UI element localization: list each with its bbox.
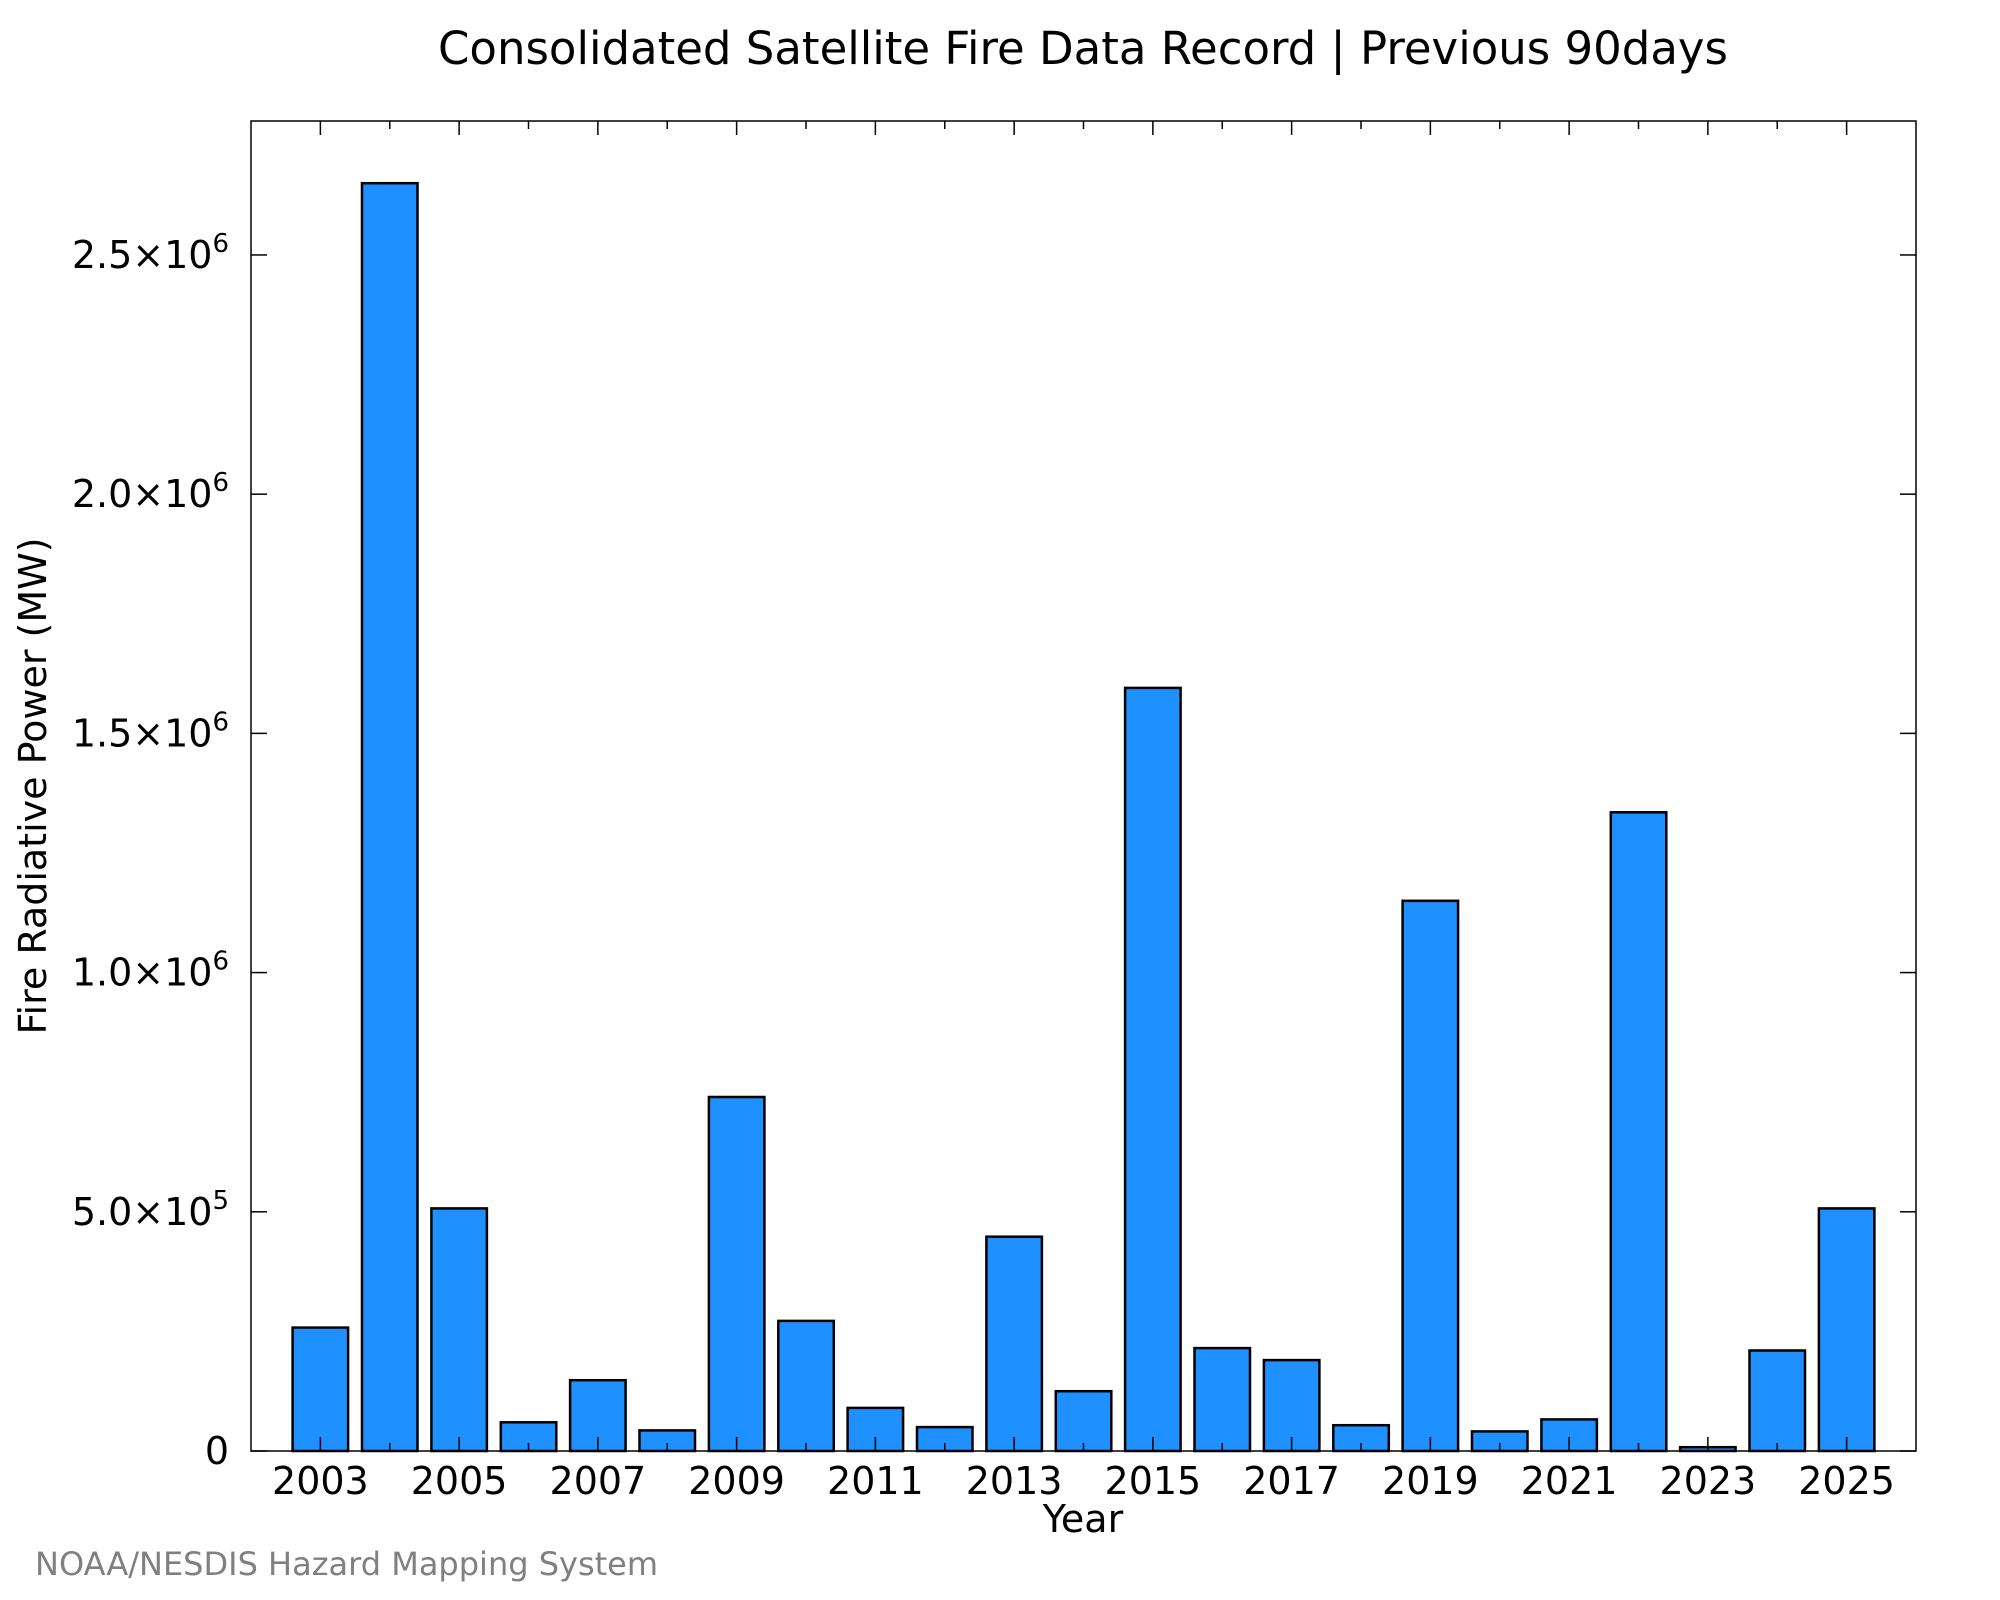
bar-2010 [777,1319,836,1453]
bar-2015 [1123,686,1182,1453]
bar-2004 [360,181,419,1453]
x-tick-label-2019: 2019 [1382,1459,1479,1503]
y-tick-label-2500000: 2.5×106 [72,229,229,277]
x-tick-label-2015: 2015 [1105,1459,1202,1503]
y-tick-label-500000: 5.0×105 [72,1186,229,1234]
bar-2013 [985,1235,1044,1453]
bar-2022 [1609,811,1668,1453]
bar-2025 [1817,1207,1876,1453]
x-axis-label: Year [1042,1497,1124,1541]
x-tick-label-2017: 2017 [1243,1459,1340,1503]
bar-2019 [1401,899,1460,1453]
y-tick-label-2000000: 2.0×106 [72,468,229,516]
bar-2024 [1748,1349,1807,1453]
x-tick-label-2009: 2009 [688,1459,785,1503]
bar-2014 [1054,1389,1113,1453]
x-tick-label-2003: 2003 [272,1459,369,1503]
x-tick-label-2005: 2005 [411,1459,508,1503]
chart-title: Consolidated Satellite Fire Data Record … [438,22,1728,75]
y-tick-label-1500000: 1.5×106 [72,707,229,755]
y-tick-label-1000000: 1.0×106 [72,947,229,995]
x-tick-labels: 2003 2005 2007 2009 2011 2013 2015 2017 2019 2021… [272,1459,1895,1503]
y-tick-label-0: 0 [205,1429,229,1473]
y-axis-label: Fire Radiative Power (MW) [11,537,55,1034]
x-tick-label-2025: 2025 [1798,1459,1895,1503]
x-tick-label-2007: 2007 [550,1459,647,1503]
bars-group [291,181,1876,1453]
credit-text: NOAA/NESDIS Hazard Mapping System [35,1545,658,1583]
x-tick-label-2023: 2023 [1660,1459,1757,1503]
bar-2009 [707,1095,766,1453]
x-tick-label-2013: 2013 [966,1459,1063,1503]
bar-2003 [291,1326,350,1453]
bar-2016 [1193,1346,1252,1453]
plot-frame [250,120,1917,1452]
x-tick-label-2021: 2021 [1521,1459,1618,1503]
y-tick-labels: 0 5.0×105 1.0×106 1.5×106 2.0×106 2.5×106 [72,229,229,1473]
x-tick-label-2011: 2011 [827,1459,924,1503]
bar-2005 [430,1207,489,1453]
